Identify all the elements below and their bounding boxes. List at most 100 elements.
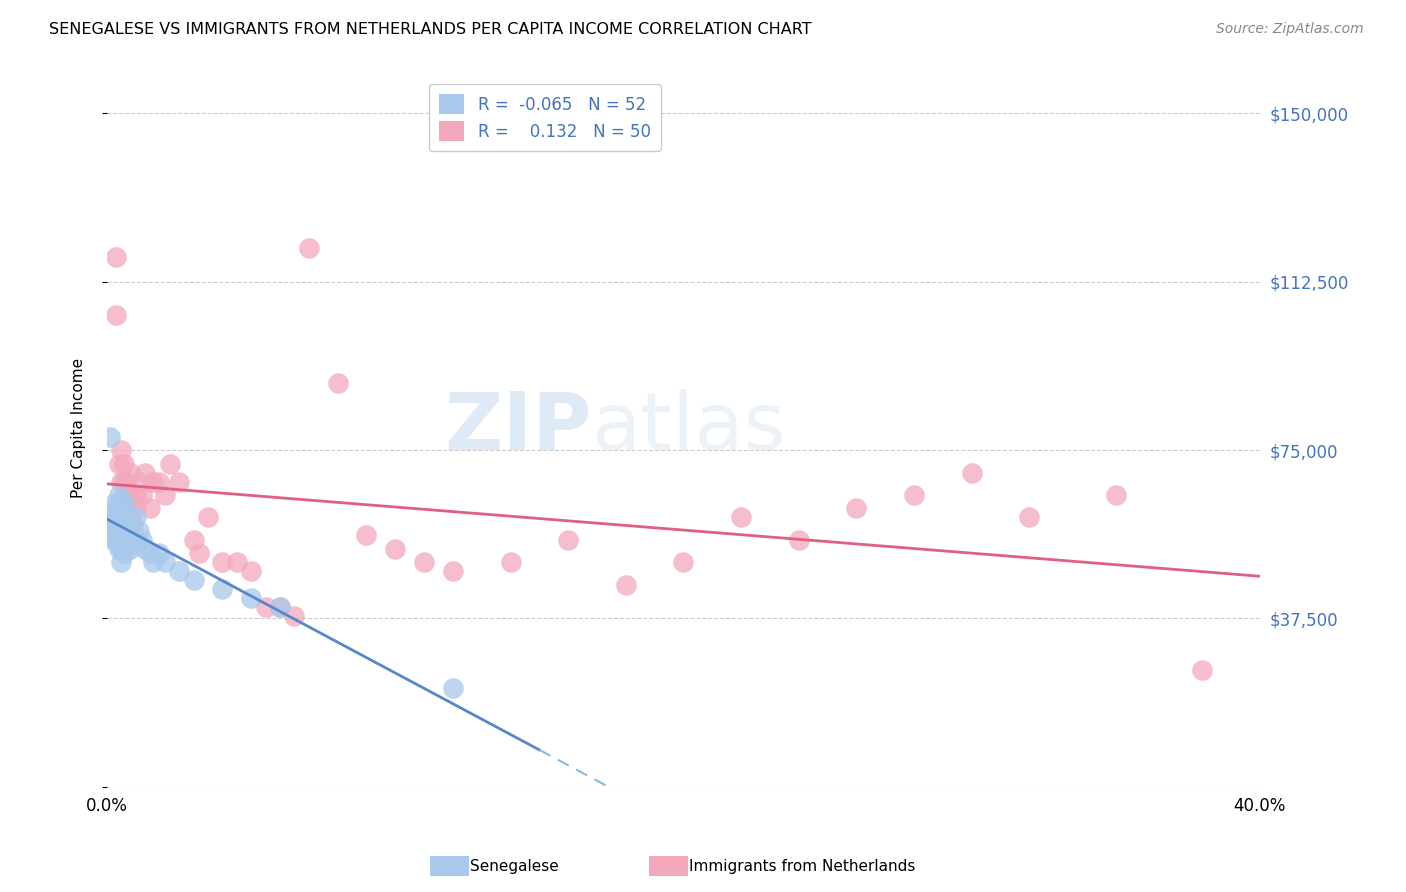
Text: atlas: atlas — [591, 389, 786, 467]
Point — [125, 501, 148, 516]
Point — [183, 533, 205, 547]
Point — [112, 533, 135, 547]
Point — [240, 591, 263, 606]
Point — [153, 488, 176, 502]
Point — [903, 488, 925, 502]
Point — [269, 600, 291, 615]
Point — [110, 541, 132, 556]
Point — [167, 565, 190, 579]
Point — [120, 510, 142, 524]
Point — [112, 546, 135, 560]
Point — [117, 537, 139, 551]
Point — [104, 519, 127, 533]
Point — [112, 497, 135, 511]
Point — [197, 510, 219, 524]
Point — [845, 501, 868, 516]
Point — [211, 582, 233, 597]
Point — [134, 466, 156, 480]
Point — [1191, 663, 1213, 677]
Point — [356, 528, 378, 542]
Point — [117, 475, 139, 489]
Point — [131, 533, 153, 547]
Point — [128, 475, 150, 489]
Point — [134, 541, 156, 556]
Point — [326, 376, 349, 390]
Y-axis label: Per Capita Income: Per Capita Income — [72, 358, 86, 498]
Point — [101, 497, 124, 511]
Point — [787, 533, 810, 547]
Point — [672, 555, 695, 569]
Text: SENEGALESE VS IMMIGRANTS FROM NETHERLANDS PER CAPITA INCOME CORRELATION CHART: SENEGALESE VS IMMIGRANTS FROM NETHERLAND… — [49, 22, 811, 37]
Point — [107, 524, 129, 538]
Point — [112, 457, 135, 471]
Point — [104, 533, 127, 547]
Point — [142, 555, 165, 569]
Point — [128, 524, 150, 538]
Point — [112, 519, 135, 533]
Point — [960, 466, 983, 480]
Point — [283, 609, 305, 624]
Point — [614, 578, 637, 592]
Point — [153, 555, 176, 569]
Point — [122, 537, 145, 551]
Point — [183, 574, 205, 588]
Point — [117, 524, 139, 538]
Point — [101, 533, 124, 547]
Point — [142, 475, 165, 489]
Point — [730, 510, 752, 524]
Point — [107, 541, 129, 556]
Point — [122, 497, 145, 511]
Point — [125, 533, 148, 547]
Point — [110, 443, 132, 458]
Point — [104, 250, 127, 264]
Point — [159, 457, 181, 471]
Point — [441, 681, 464, 695]
Point — [101, 515, 124, 529]
Point — [107, 488, 129, 502]
Text: Immigrants from Netherlands: Immigrants from Netherlands — [689, 859, 915, 873]
Point — [298, 241, 321, 255]
Point — [107, 533, 129, 547]
Point — [254, 600, 277, 615]
Point — [120, 488, 142, 502]
Point — [110, 510, 132, 524]
Point — [104, 510, 127, 524]
Point — [117, 488, 139, 502]
Point — [107, 497, 129, 511]
Point — [441, 565, 464, 579]
Point — [125, 488, 148, 502]
Point — [110, 524, 132, 538]
Point — [120, 524, 142, 538]
Point — [1018, 510, 1040, 524]
Point — [167, 475, 190, 489]
Point — [120, 541, 142, 556]
Point — [104, 309, 127, 323]
Text: ZIP: ZIP — [444, 389, 591, 467]
Point — [107, 519, 129, 533]
Point — [211, 555, 233, 569]
Point — [110, 501, 132, 516]
Point — [240, 565, 263, 579]
Point — [98, 430, 121, 444]
Point — [269, 600, 291, 615]
Point — [120, 466, 142, 480]
Point — [413, 555, 436, 569]
Point — [384, 541, 406, 556]
Point — [117, 510, 139, 524]
Point — [104, 501, 127, 516]
Text: Senegalese: Senegalese — [470, 859, 560, 873]
Point — [499, 555, 522, 569]
Point — [110, 475, 132, 489]
Text: Source: ZipAtlas.com: Source: ZipAtlas.com — [1216, 22, 1364, 37]
Point — [112, 475, 135, 489]
Point — [1104, 488, 1126, 502]
Point — [225, 555, 247, 569]
Point — [139, 501, 162, 516]
Point — [188, 546, 211, 560]
Point — [122, 519, 145, 533]
Point — [557, 533, 579, 547]
Legend: R =  -0.065   N = 52, R =    0.132   N = 50: R = -0.065 N = 52, R = 0.132 N = 50 — [429, 84, 661, 152]
Point — [107, 510, 129, 524]
Point — [125, 510, 148, 524]
Point — [148, 475, 170, 489]
